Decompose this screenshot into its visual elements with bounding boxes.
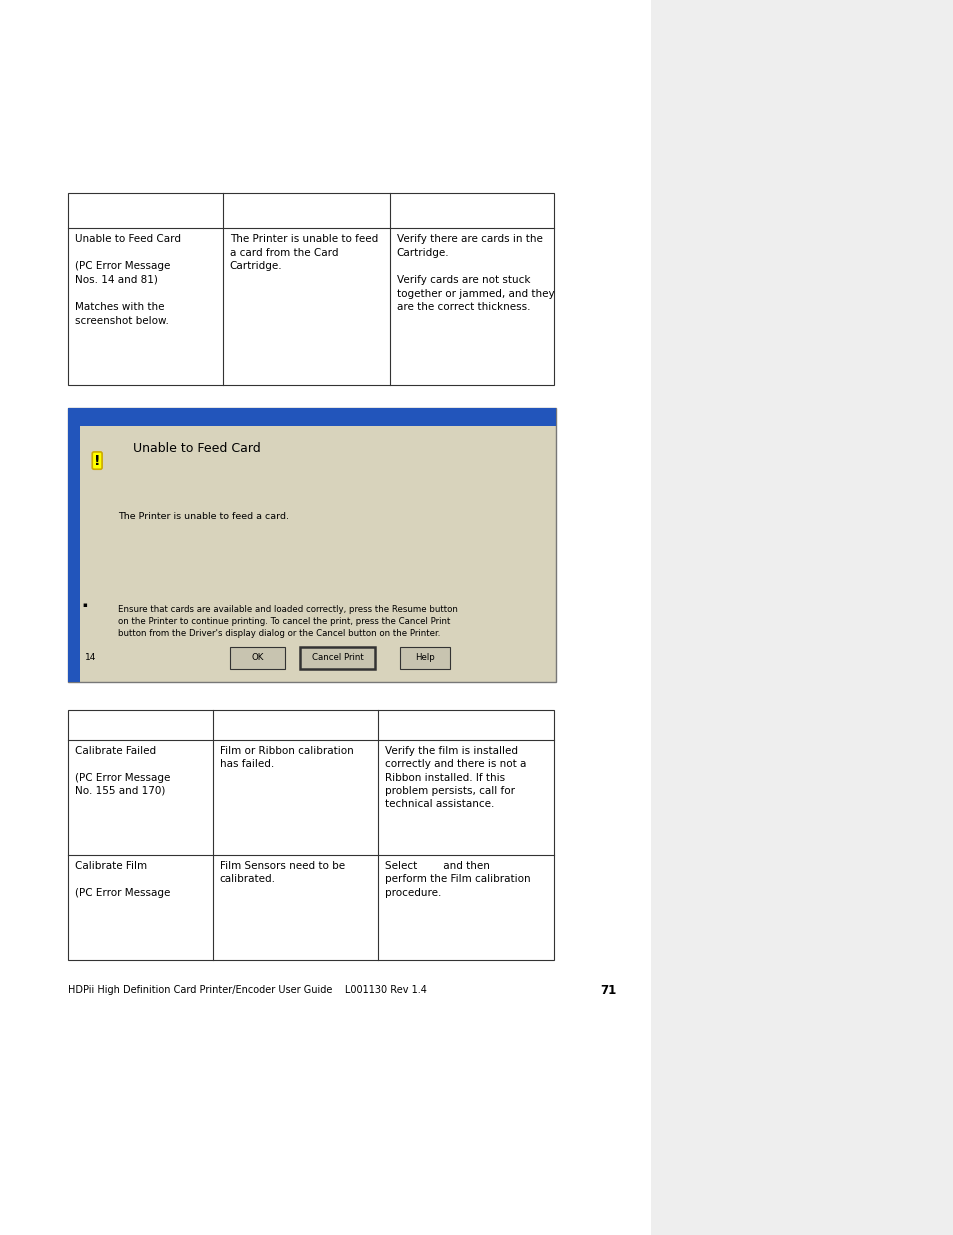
Bar — [68, 408, 556, 426]
Text: Help: Help — [415, 653, 435, 662]
Bar — [68, 408, 556, 682]
Bar — [299, 647, 375, 669]
Text: Select        and then
perform the Film calibration
procedure.: Select and then perform the Film calibra… — [384, 861, 530, 898]
Text: Calibrate Failed

(PC Error Message
No. 155 and 170): Calibrate Failed (PC Error Message No. 1… — [74, 746, 170, 795]
Text: The Printer is unable to feed
a card from the Card
Cartridge.: The Printer is unable to feed a card fro… — [230, 235, 377, 272]
Text: HDPii High Definition Card Printer/Encoder User Guide    L001130 Rev 1.4: HDPii High Definition Card Printer/Encod… — [68, 986, 426, 995]
Text: Verify there are cards in the
Cartridge.

Verify cards are not stuck
together or: Verify there are cards in the Cartridge.… — [396, 235, 554, 312]
Bar — [399, 647, 450, 669]
Bar — [68, 710, 554, 960]
Text: Film Sensors need to be
calibrated.: Film Sensors need to be calibrated. — [219, 861, 344, 884]
Text: Unable to Feed Card: Unable to Feed Card — [133, 442, 261, 454]
Text: Verify the film is installed
correctly and there is not a
Ribbon installed. If t: Verify the film is installed correctly a… — [384, 746, 525, 809]
Text: 14: 14 — [85, 653, 96, 662]
Text: Cancel Print: Cancel Print — [312, 653, 363, 662]
Text: 71: 71 — [599, 983, 616, 997]
Bar — [230, 647, 285, 669]
Text: Ensure that cards are available and loaded correctly, press the Resume button
on: Ensure that cards are available and load… — [118, 605, 457, 637]
Text: Calibrate Film

(PC Error Message: Calibrate Film (PC Error Message — [74, 861, 170, 898]
Text: The Printer is unable to feed a card.: The Printer is unable to feed a card. — [118, 513, 289, 521]
Text: !: ! — [93, 453, 100, 468]
Text: OK: OK — [251, 653, 263, 662]
Text: Film or Ribbon calibration
has failed.: Film or Ribbon calibration has failed. — [219, 746, 353, 769]
Text: Unable to Feed Card

(PC Error Message
Nos. 14 and 81)

Matches with the
screens: Unable to Feed Card (PC Error Message No… — [74, 235, 180, 326]
Bar — [650, 0, 953, 1235]
Text: ▪: ▪ — [83, 603, 88, 608]
Bar — [68, 193, 554, 385]
Bar — [68, 408, 80, 682]
